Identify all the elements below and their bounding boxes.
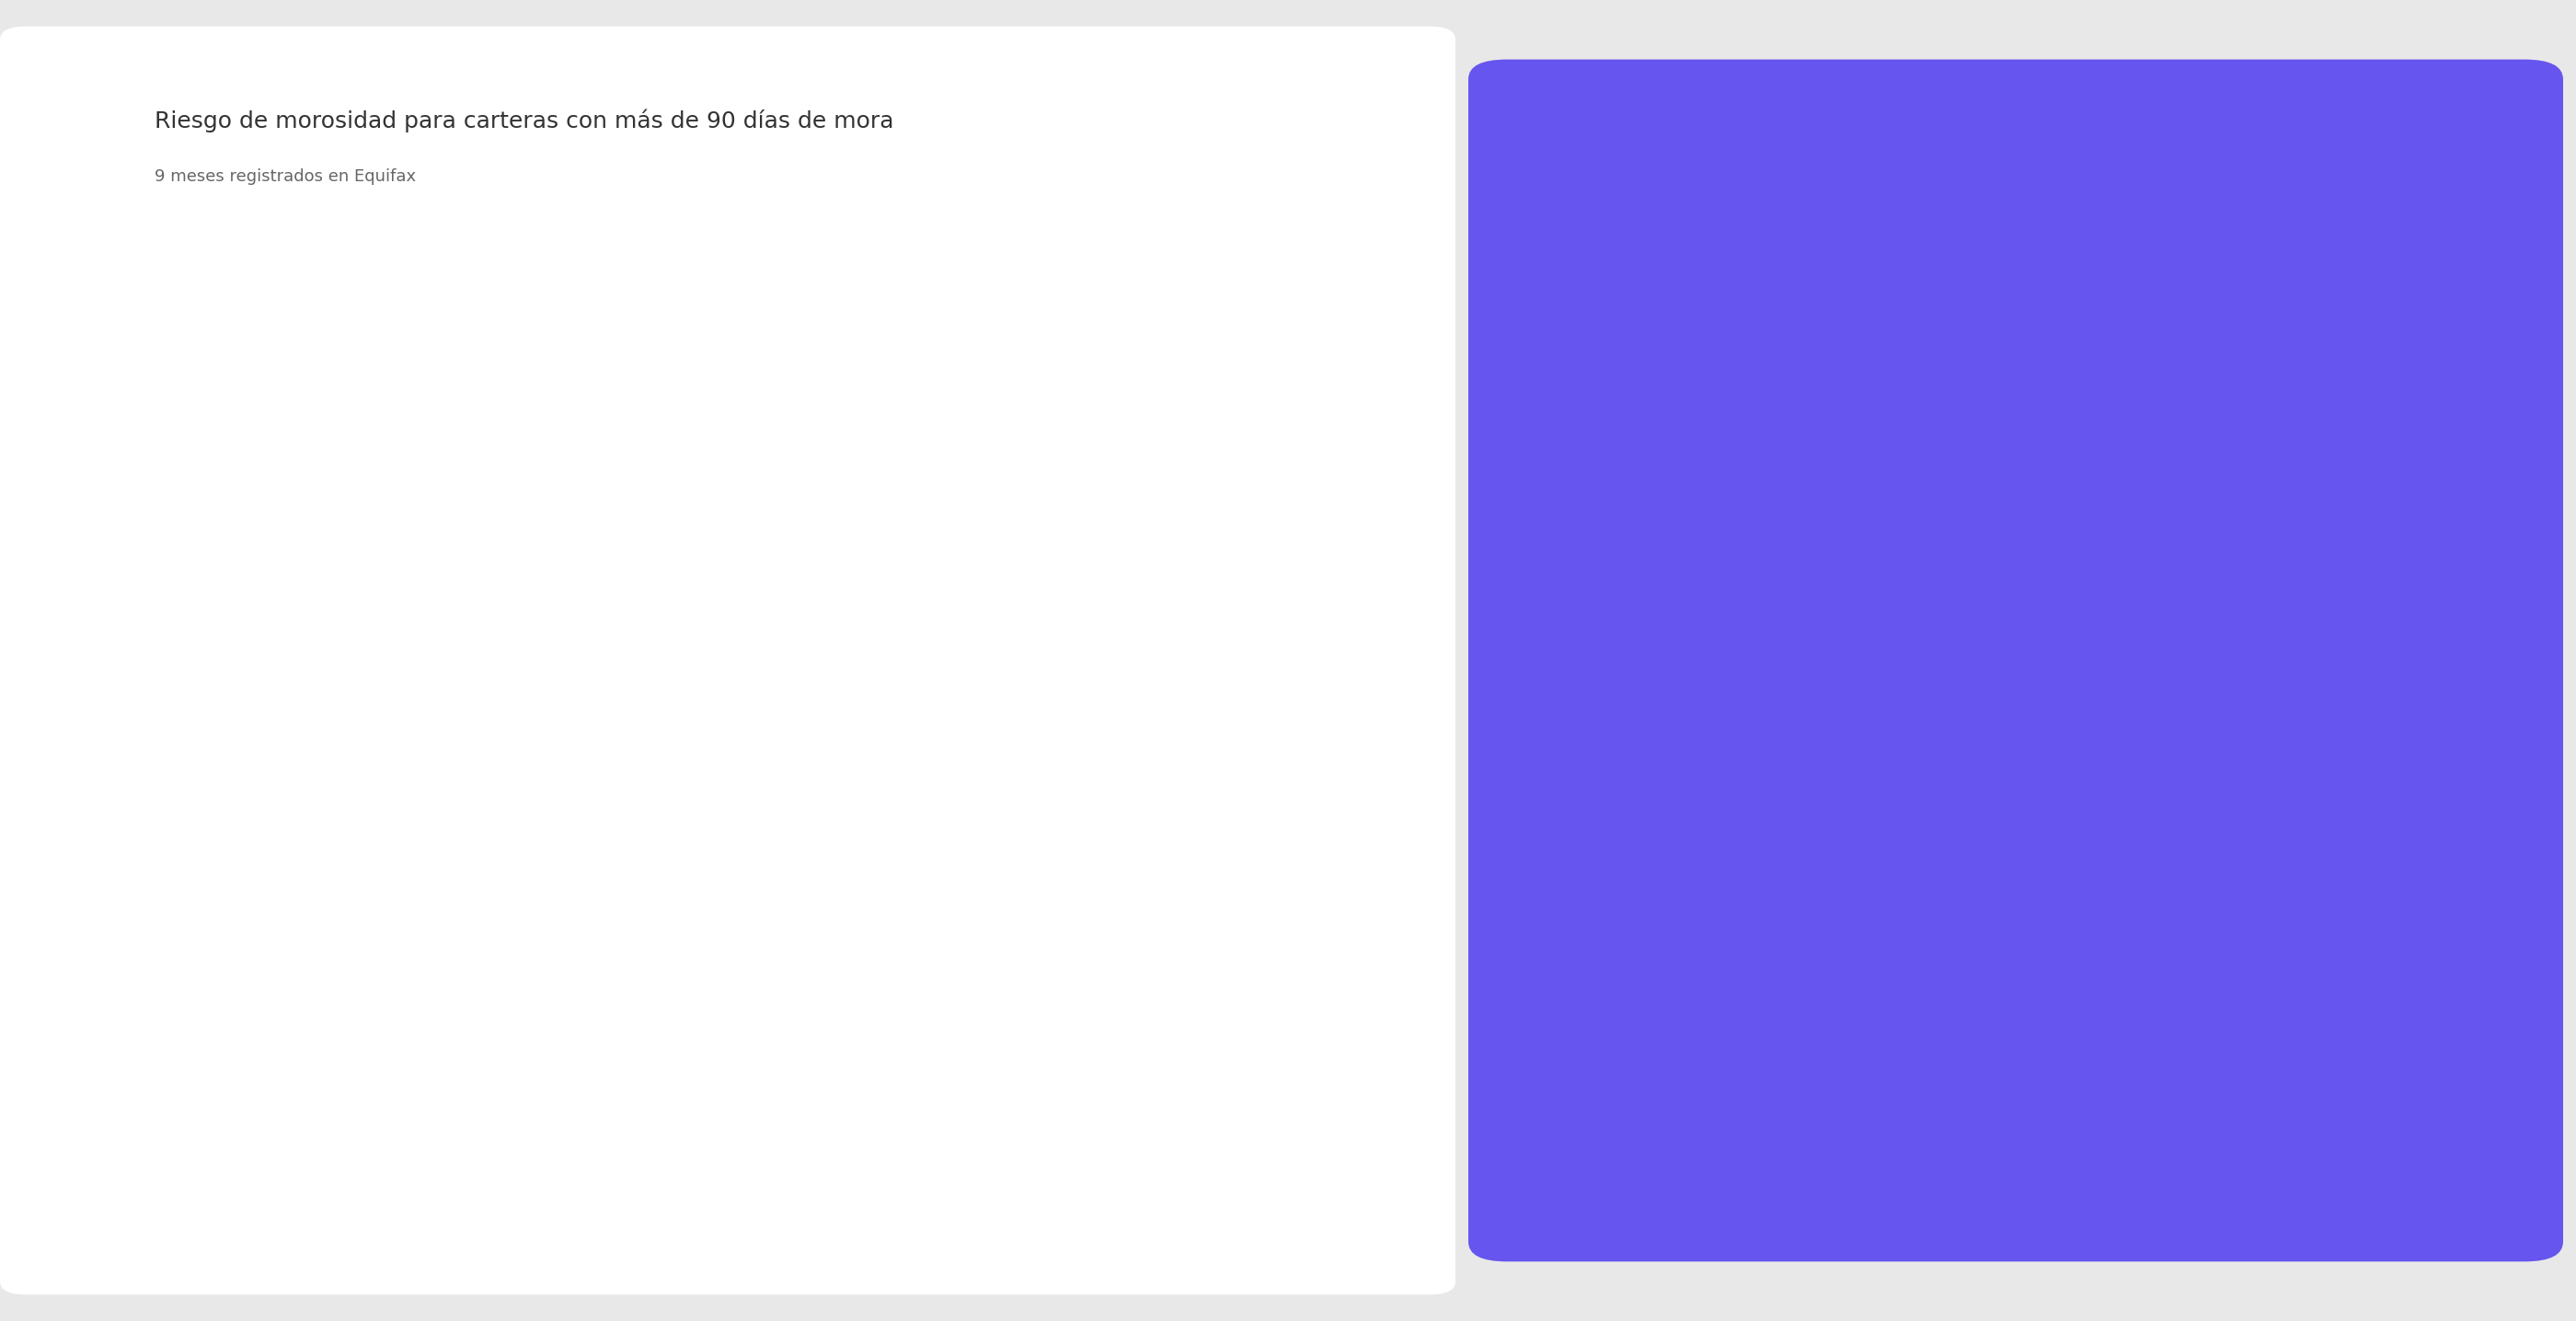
Text: En un promedio de 9: En un promedio de 9 [1649, 358, 1955, 387]
Text: préstamos: préstamos [1649, 1140, 1806, 1170]
Legend: Riesgo de Identidad Sintética, Riesgo promedio: Riesgo de Identidad Sintética, Riesgo pr… [487, 1246, 1007, 1276]
Text: sintéticas tienen entre: sintéticas tienen entre [1649, 618, 1981, 647]
Text: meses, las identidades: meses, las identidades [1649, 489, 1986, 517]
Text: veces más: veces más [1955, 749, 2120, 777]
Text: 9 meses registrados en Equifax: 9 meses registrados en Equifax [155, 168, 415, 185]
Text: Riesgo de morosidad para carteras con más de 90 días de mora: Riesgo de morosidad para carteras con má… [155, 108, 894, 132]
Text: incumplir sus: incumplir sus [1649, 1009, 1847, 1038]
Text: 3 y 5: 3 y 5 [1649, 749, 1731, 777]
Text: probabilidades de: probabilidades de [1649, 878, 1911, 908]
